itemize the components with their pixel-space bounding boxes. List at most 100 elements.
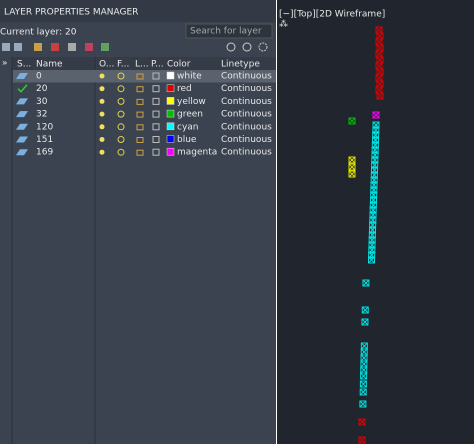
viewport-label: [−][Top][2D Wireframe] xyxy=(279,10,385,20)
lock-icon[interactable] xyxy=(136,124,144,131)
on-icon[interactable] xyxy=(99,86,105,92)
on-icon[interactable] xyxy=(99,149,105,155)
on-icon[interactable] xyxy=(99,98,105,104)
layer-name[interactable]: 0 xyxy=(36,72,42,82)
settings-icon[interactable] xyxy=(242,42,252,52)
plot-icon[interactable] xyxy=(152,72,160,80)
tool-icon[interactable] xyxy=(51,43,59,51)
plot-icon[interactable] xyxy=(152,97,160,105)
freeze-icon[interactable] xyxy=(117,136,125,143)
current-layer: Current layer: 20 xyxy=(0,28,77,38)
on-icon[interactable] xyxy=(99,73,105,79)
color-name[interactable]: green xyxy=(177,110,203,120)
layer-name[interactable]: 169 xyxy=(36,148,53,158)
cross-marker xyxy=(358,418,366,426)
linetype[interactable]: Continuous xyxy=(221,122,272,132)
lock-icon[interactable] xyxy=(136,149,144,156)
plot-icon[interactable] xyxy=(152,110,160,118)
cross-marker xyxy=(372,111,380,119)
refresh-icon[interactable] xyxy=(226,42,236,52)
layer-table: S... Name O... F... L... P... Color Linetype 0 wh… xyxy=(13,60,276,158)
color-swatch[interactable] xyxy=(166,122,175,131)
color-swatch[interactable] xyxy=(166,84,175,92)
color-name[interactable]: blue xyxy=(177,135,197,145)
column-header[interactable]: S... xyxy=(17,60,31,70)
cross-marker xyxy=(360,372,368,380)
gear-icon[interactable] xyxy=(258,42,268,52)
column-header[interactable]: L... xyxy=(135,60,149,70)
cross-marker xyxy=(362,279,370,287)
tool-icon[interactable] xyxy=(2,43,10,51)
on-icon[interactable] xyxy=(99,137,105,142)
ucs-icon: ⁂ xyxy=(279,19,288,30)
color-swatch[interactable] xyxy=(166,135,175,143)
plot-icon[interactable] xyxy=(152,123,160,131)
tool-icon[interactable] xyxy=(68,43,76,51)
lock-icon[interactable] xyxy=(136,86,144,93)
linetype[interactable]: Continuous xyxy=(221,110,272,120)
layer-name[interactable]: 32 xyxy=(36,110,47,120)
cross-marker xyxy=(376,80,384,88)
expand-icon[interactable]: » xyxy=(2,59,8,69)
tool-icon[interactable] xyxy=(85,43,93,51)
lock-icon[interactable] xyxy=(136,137,144,143)
freeze-icon[interactable] xyxy=(117,85,125,93)
layer-icon xyxy=(16,98,28,105)
tool-icon[interactable] xyxy=(34,43,42,51)
cross-marker xyxy=(359,400,367,408)
layer-name[interactable]: 20 xyxy=(36,84,48,94)
search-box[interactable] xyxy=(185,23,273,39)
panel-header xyxy=(0,0,276,22)
column-header[interactable]: Linetype xyxy=(221,60,260,70)
freeze-icon[interactable] xyxy=(117,72,125,80)
column-header[interactable]: Color xyxy=(167,60,191,70)
layer-name[interactable]: 120 xyxy=(36,122,53,132)
color-name[interactable]: cyan xyxy=(177,122,199,132)
column-header[interactable]: O... xyxy=(99,60,114,70)
tool-icon[interactable] xyxy=(101,43,109,51)
lock-icon[interactable] xyxy=(136,73,144,80)
linetype[interactable]: Continuous xyxy=(221,97,272,107)
layer-name[interactable]: 151 xyxy=(36,135,53,145)
cross-marker xyxy=(358,436,366,444)
column-header[interactable]: P... xyxy=(151,60,164,70)
color-name[interactable]: red xyxy=(177,84,192,94)
linetype[interactable]: Continuous xyxy=(221,84,272,94)
freeze-icon[interactable] xyxy=(117,123,125,131)
linetype[interactable]: Continuous xyxy=(221,72,272,82)
linetype[interactable]: Continuous xyxy=(221,148,272,158)
layer-icon xyxy=(16,111,28,118)
layer-name[interactable]: 30 xyxy=(36,97,48,107)
layer-icon xyxy=(16,73,28,79)
color-name[interactable]: magenta xyxy=(177,148,217,158)
freeze-icon[interactable] xyxy=(117,97,125,105)
on-icon[interactable] xyxy=(99,124,105,130)
cross-marker xyxy=(376,32,384,40)
freeze-icon[interactable] xyxy=(117,148,125,156)
drawing: ⁂ xyxy=(279,19,384,444)
search-placeholder: Search for layer xyxy=(190,27,262,37)
plot-icon[interactable] xyxy=(152,85,160,93)
color-swatch[interactable] xyxy=(166,147,175,156)
lock-icon[interactable] xyxy=(136,111,144,118)
plot-icon[interactable] xyxy=(152,136,160,143)
color-swatch[interactable] xyxy=(166,97,175,105)
column-header[interactable]: F... xyxy=(117,60,129,70)
cross-marker xyxy=(348,163,356,171)
color-name[interactable]: white xyxy=(177,72,202,82)
column-header[interactable]: Name xyxy=(36,60,63,70)
color-name[interactable]: yellow xyxy=(177,97,206,107)
color-swatch[interactable] xyxy=(166,109,175,118)
cross-marker xyxy=(368,256,375,264)
cross-marker xyxy=(348,156,356,164)
plot-icon[interactable] xyxy=(152,148,160,156)
on-icon[interactable] xyxy=(99,111,105,117)
tool-icon[interactable] xyxy=(14,43,22,51)
color-swatch[interactable] xyxy=(166,71,175,80)
freeze-icon[interactable] xyxy=(117,110,125,118)
lock-icon[interactable] xyxy=(136,98,144,105)
linetype[interactable]: Continuous xyxy=(221,135,272,145)
cross-marker xyxy=(361,318,369,326)
cross-marker xyxy=(376,68,384,76)
